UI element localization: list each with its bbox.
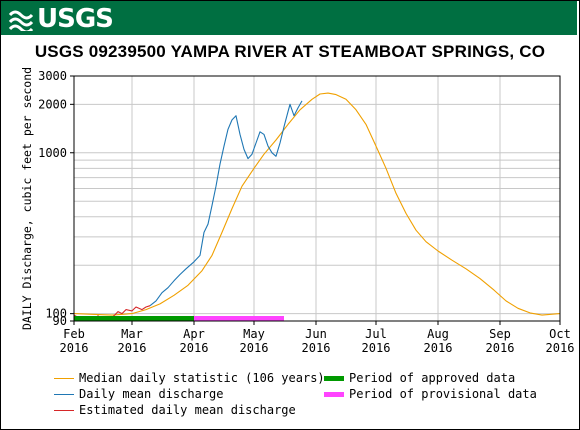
- x-tick-month: Oct: [549, 327, 571, 341]
- y-tick-label: 3000: [38, 69, 67, 83]
- x-tick-year: 2016: [362, 341, 391, 355]
- x-tick-month: Jul: [365, 327, 387, 341]
- period-bar-0: [74, 316, 194, 321]
- usgs-logo[interactable]: USGS: [9, 4, 114, 34]
- series-layer: [73, 92, 561, 321]
- axis-layer: 90100100020003000Feb2016Mar2016Apr2016Ma…: [38, 69, 574, 355]
- x-tick-year: 2016: [546, 341, 575, 355]
- x-tick-year: 2016: [240, 341, 269, 355]
- plot-border: [73, 75, 561, 322]
- y-tick-label: 90: [53, 314, 67, 328]
- series-line-1: [149, 100, 303, 307]
- x-tick-year: 2016: [60, 341, 89, 355]
- x-tick-year: 2016: [180, 341, 209, 355]
- x-tick-month: Jun: [305, 327, 327, 341]
- usgs-wave-icon: [9, 10, 33, 31]
- series-line-0: [73, 92, 561, 316]
- x-tick-year: 2016: [302, 341, 331, 355]
- x-tick-month: May: [243, 327, 265, 341]
- x-tick-year: 2016: [486, 341, 515, 355]
- period-bars-layer: [74, 316, 284, 321]
- y-tick-label: 1000: [38, 146, 67, 160]
- usgs-logo-text: USGS: [37, 4, 114, 34]
- chart-title: USGS 09239500 YAMPA RIVER AT STEAMBOAT S…: [34, 42, 546, 61]
- x-tick-month: Feb: [63, 327, 85, 341]
- x-tick-month: Mar: [121, 327, 143, 341]
- y-axis-label: DAILY Discharge, cubic feet per second: [20, 67, 34, 330]
- x-tick-month: Apr: [183, 327, 205, 341]
- x-tick-month: Aug: [427, 327, 449, 341]
- usgs-banner: USGS: [1, 1, 577, 35]
- period-bar-1: [194, 316, 284, 321]
- y-tick-label: 2000: [38, 97, 67, 111]
- grid-layer: [73, 75, 561, 322]
- x-tick-year: 2016: [118, 341, 147, 355]
- x-tick-month: Sep: [489, 327, 511, 341]
- x-tick-year: 2016: [424, 341, 453, 355]
- y-tick-label: 100: [45, 307, 67, 321]
